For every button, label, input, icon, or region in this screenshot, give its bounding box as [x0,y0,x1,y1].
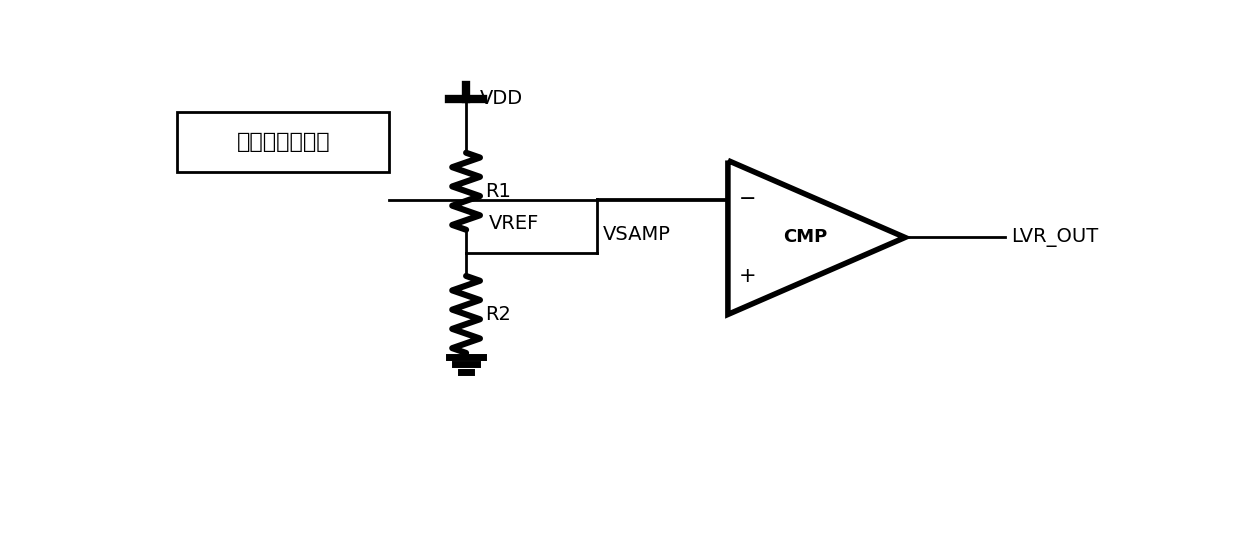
Text: R1: R1 [485,182,511,201]
Text: LVR_OUT: LVR_OUT [1012,228,1099,247]
Bar [177,112,389,172]
Text: CMP: CMP [782,228,827,247]
Text: 带隙基准源电路: 带隙基准源电路 [237,132,330,152]
Text: R2: R2 [485,305,511,324]
Text: VSAMP: VSAMP [603,225,671,243]
Text: +: + [738,266,756,286]
Text: VREF: VREF [490,215,539,233]
Text: VDD: VDD [480,89,523,109]
Text: −: − [738,189,756,209]
